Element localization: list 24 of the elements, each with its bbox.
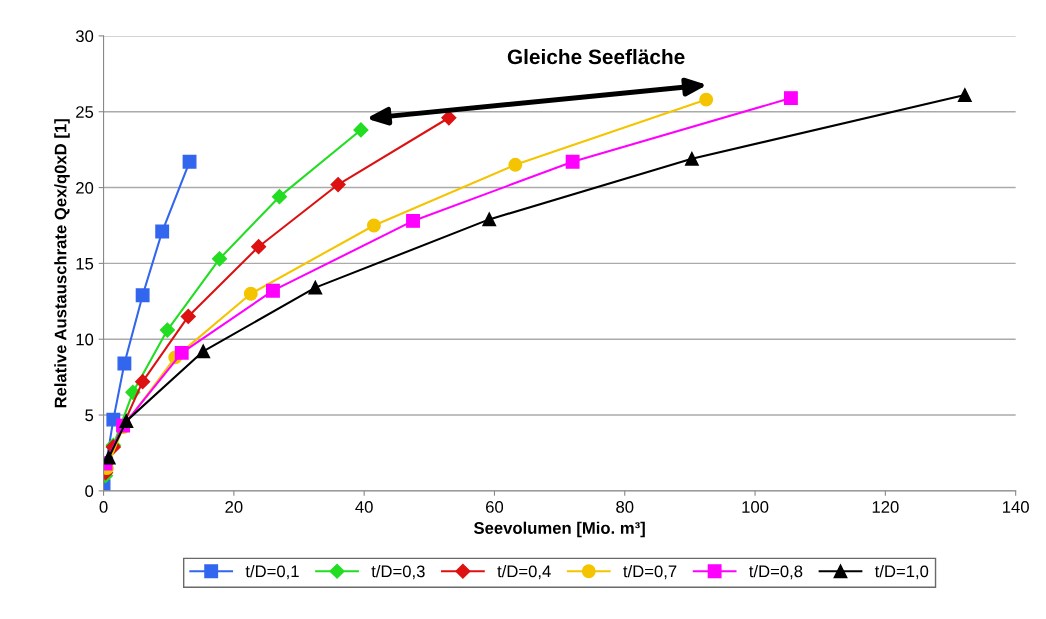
x-tick-label: 100 [742,501,769,513]
x-tick-label: 80 [616,501,634,513]
legend-label: t/D=0,7 [623,565,677,580]
annotation: Gleiche Seefläche [507,48,685,65]
x-tick-label: 60 [486,501,504,513]
legend-label: t/D=0,1 [245,565,299,580]
y-tick-label: 25 [76,106,94,118]
y-tick-label: 0 [85,485,94,498]
y-tick-label: 10 [76,333,94,346]
legend-label: t/D=0,8 [749,565,803,580]
legend-label: t/D=0,3 [371,565,425,580]
legend-label: t/D=0,4 [497,565,551,580]
x-tick-label: 120 [872,501,899,513]
x-tick-label: 40 [355,501,373,513]
legend-label: t/D=1,0 [874,565,929,580]
x-tick-label: 20 [225,501,243,513]
x-axis-title: Seevolumen [Mio. m³] [473,521,645,538]
y-tick-label: 20 [76,181,94,194]
y-tick-label: 5 [85,409,94,422]
x-tick-label: 0 [99,501,108,513]
x-tick-label: 140 [1003,501,1029,513]
y-tick-label: 30 [75,30,94,43]
y-axis-title: Relative Austauschrate Qex/q0xD [1] [54,119,70,408]
y-tick-label: 15 [76,257,94,270]
